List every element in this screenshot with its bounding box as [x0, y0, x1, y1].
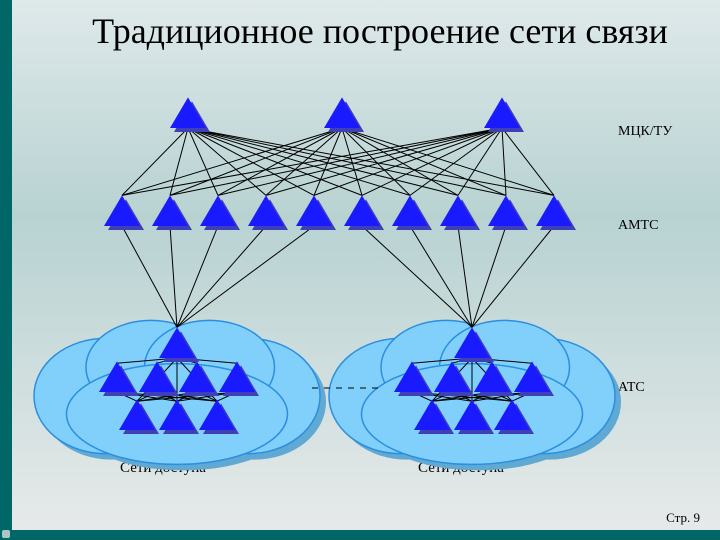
border-bottom — [0, 530, 720, 540]
network-diagram — [12, 96, 720, 526]
slide: Традиционное построение сети связи МЦК/Т… — [0, 0, 720, 540]
corner-dot — [2, 530, 10, 538]
slide-title: Традиционное построение сети связи — [60, 10, 700, 52]
border-left — [0, 0, 12, 540]
